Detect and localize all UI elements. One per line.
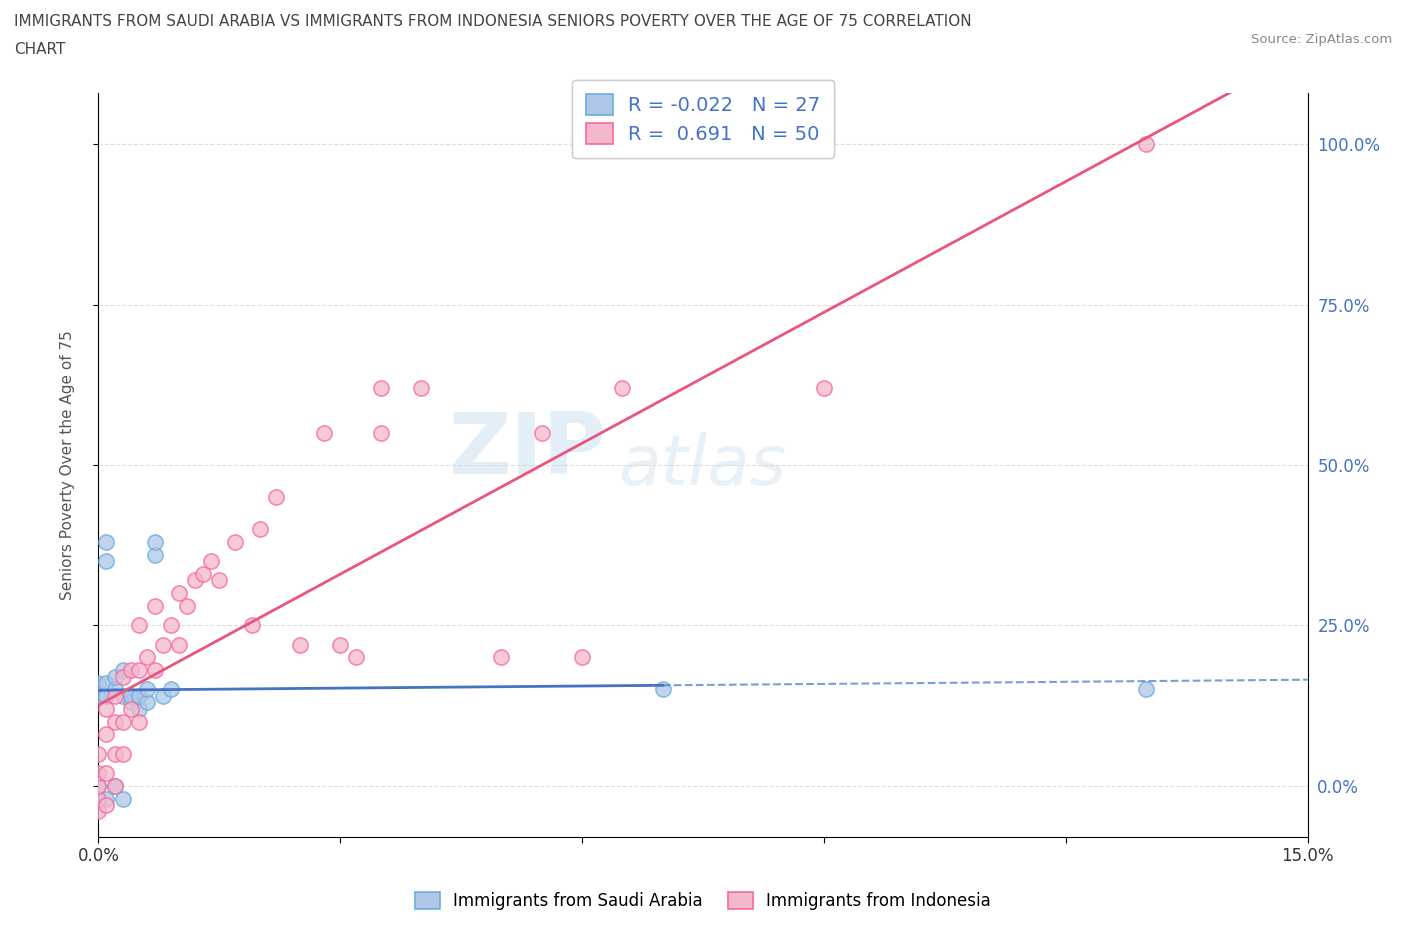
Point xyxy=(128,618,150,632)
Text: ZIP: ZIP xyxy=(449,408,606,492)
Point xyxy=(96,727,118,742)
Point xyxy=(224,535,246,550)
Point xyxy=(120,695,142,710)
Point xyxy=(103,688,125,703)
Point xyxy=(370,426,392,441)
Point xyxy=(135,695,157,710)
Point xyxy=(288,637,311,652)
Point xyxy=(111,663,134,678)
Point xyxy=(128,701,150,716)
Point xyxy=(96,675,118,690)
Point xyxy=(152,688,174,703)
Point xyxy=(87,778,110,793)
Point xyxy=(87,791,110,806)
Point xyxy=(160,618,183,632)
Point xyxy=(143,548,166,563)
Point xyxy=(111,688,134,703)
Point xyxy=(176,599,198,614)
Point xyxy=(329,637,352,652)
Point xyxy=(87,746,110,761)
Text: atlas: atlas xyxy=(619,432,786,498)
Point xyxy=(314,426,336,441)
Point xyxy=(96,765,118,780)
Point xyxy=(111,670,134,684)
Point xyxy=(184,573,207,588)
Point xyxy=(193,566,215,581)
Point xyxy=(87,804,110,818)
Point xyxy=(571,650,593,665)
Point xyxy=(120,688,142,703)
Point xyxy=(87,765,110,780)
Text: CHART: CHART xyxy=(14,42,66,57)
Y-axis label: Seniors Poverty Over the Age of 75: Seniors Poverty Over the Age of 75 xyxy=(60,330,75,600)
Point xyxy=(96,701,118,716)
Point xyxy=(152,637,174,652)
Text: IMMIGRANTS FROM SAUDI ARABIA VS IMMIGRANTS FROM INDONESIA SENIORS POVERTY OVER T: IMMIGRANTS FROM SAUDI ARABIA VS IMMIGRAN… xyxy=(14,14,972,29)
Point xyxy=(87,778,110,793)
Point xyxy=(160,682,183,697)
Point xyxy=(96,798,118,813)
Point xyxy=(128,688,150,703)
Point xyxy=(612,380,634,395)
Point xyxy=(120,663,142,678)
Point xyxy=(249,522,271,537)
Point xyxy=(96,553,118,568)
Point xyxy=(143,535,166,550)
Point xyxy=(96,535,118,550)
Point xyxy=(103,682,125,697)
Point xyxy=(135,682,157,697)
Point xyxy=(1135,682,1157,697)
Point xyxy=(103,714,125,729)
Point xyxy=(530,426,553,441)
Point xyxy=(813,380,835,395)
Point xyxy=(240,618,263,632)
Legend: R = -0.022   N = 27, R =  0.691   N = 50: R = -0.022 N = 27, R = 0.691 N = 50 xyxy=(572,80,834,158)
Legend: Immigrants from Saudi Arabia, Immigrants from Indonesia: Immigrants from Saudi Arabia, Immigrants… xyxy=(408,885,998,917)
Point xyxy=(87,675,110,690)
Point xyxy=(167,586,190,601)
Point xyxy=(103,670,125,684)
Point xyxy=(128,663,150,678)
Point xyxy=(87,791,110,806)
Point xyxy=(167,637,190,652)
Point xyxy=(143,599,166,614)
Point xyxy=(409,380,432,395)
Point xyxy=(103,778,125,793)
Point xyxy=(1135,137,1157,152)
Point xyxy=(111,791,134,806)
Point xyxy=(264,489,287,504)
Point xyxy=(111,714,134,729)
Point xyxy=(370,380,392,395)
Point xyxy=(344,650,367,665)
Point xyxy=(128,714,150,729)
Point xyxy=(96,688,118,703)
Point xyxy=(103,778,125,793)
Point xyxy=(120,701,142,716)
Point xyxy=(651,682,673,697)
Point xyxy=(96,791,118,806)
Point xyxy=(208,573,231,588)
Point xyxy=(491,650,513,665)
Point xyxy=(103,746,125,761)
Point xyxy=(111,746,134,761)
Text: Source: ZipAtlas.com: Source: ZipAtlas.com xyxy=(1251,33,1392,46)
Point xyxy=(135,650,157,665)
Point xyxy=(143,663,166,678)
Point xyxy=(87,688,110,703)
Point xyxy=(200,553,222,568)
